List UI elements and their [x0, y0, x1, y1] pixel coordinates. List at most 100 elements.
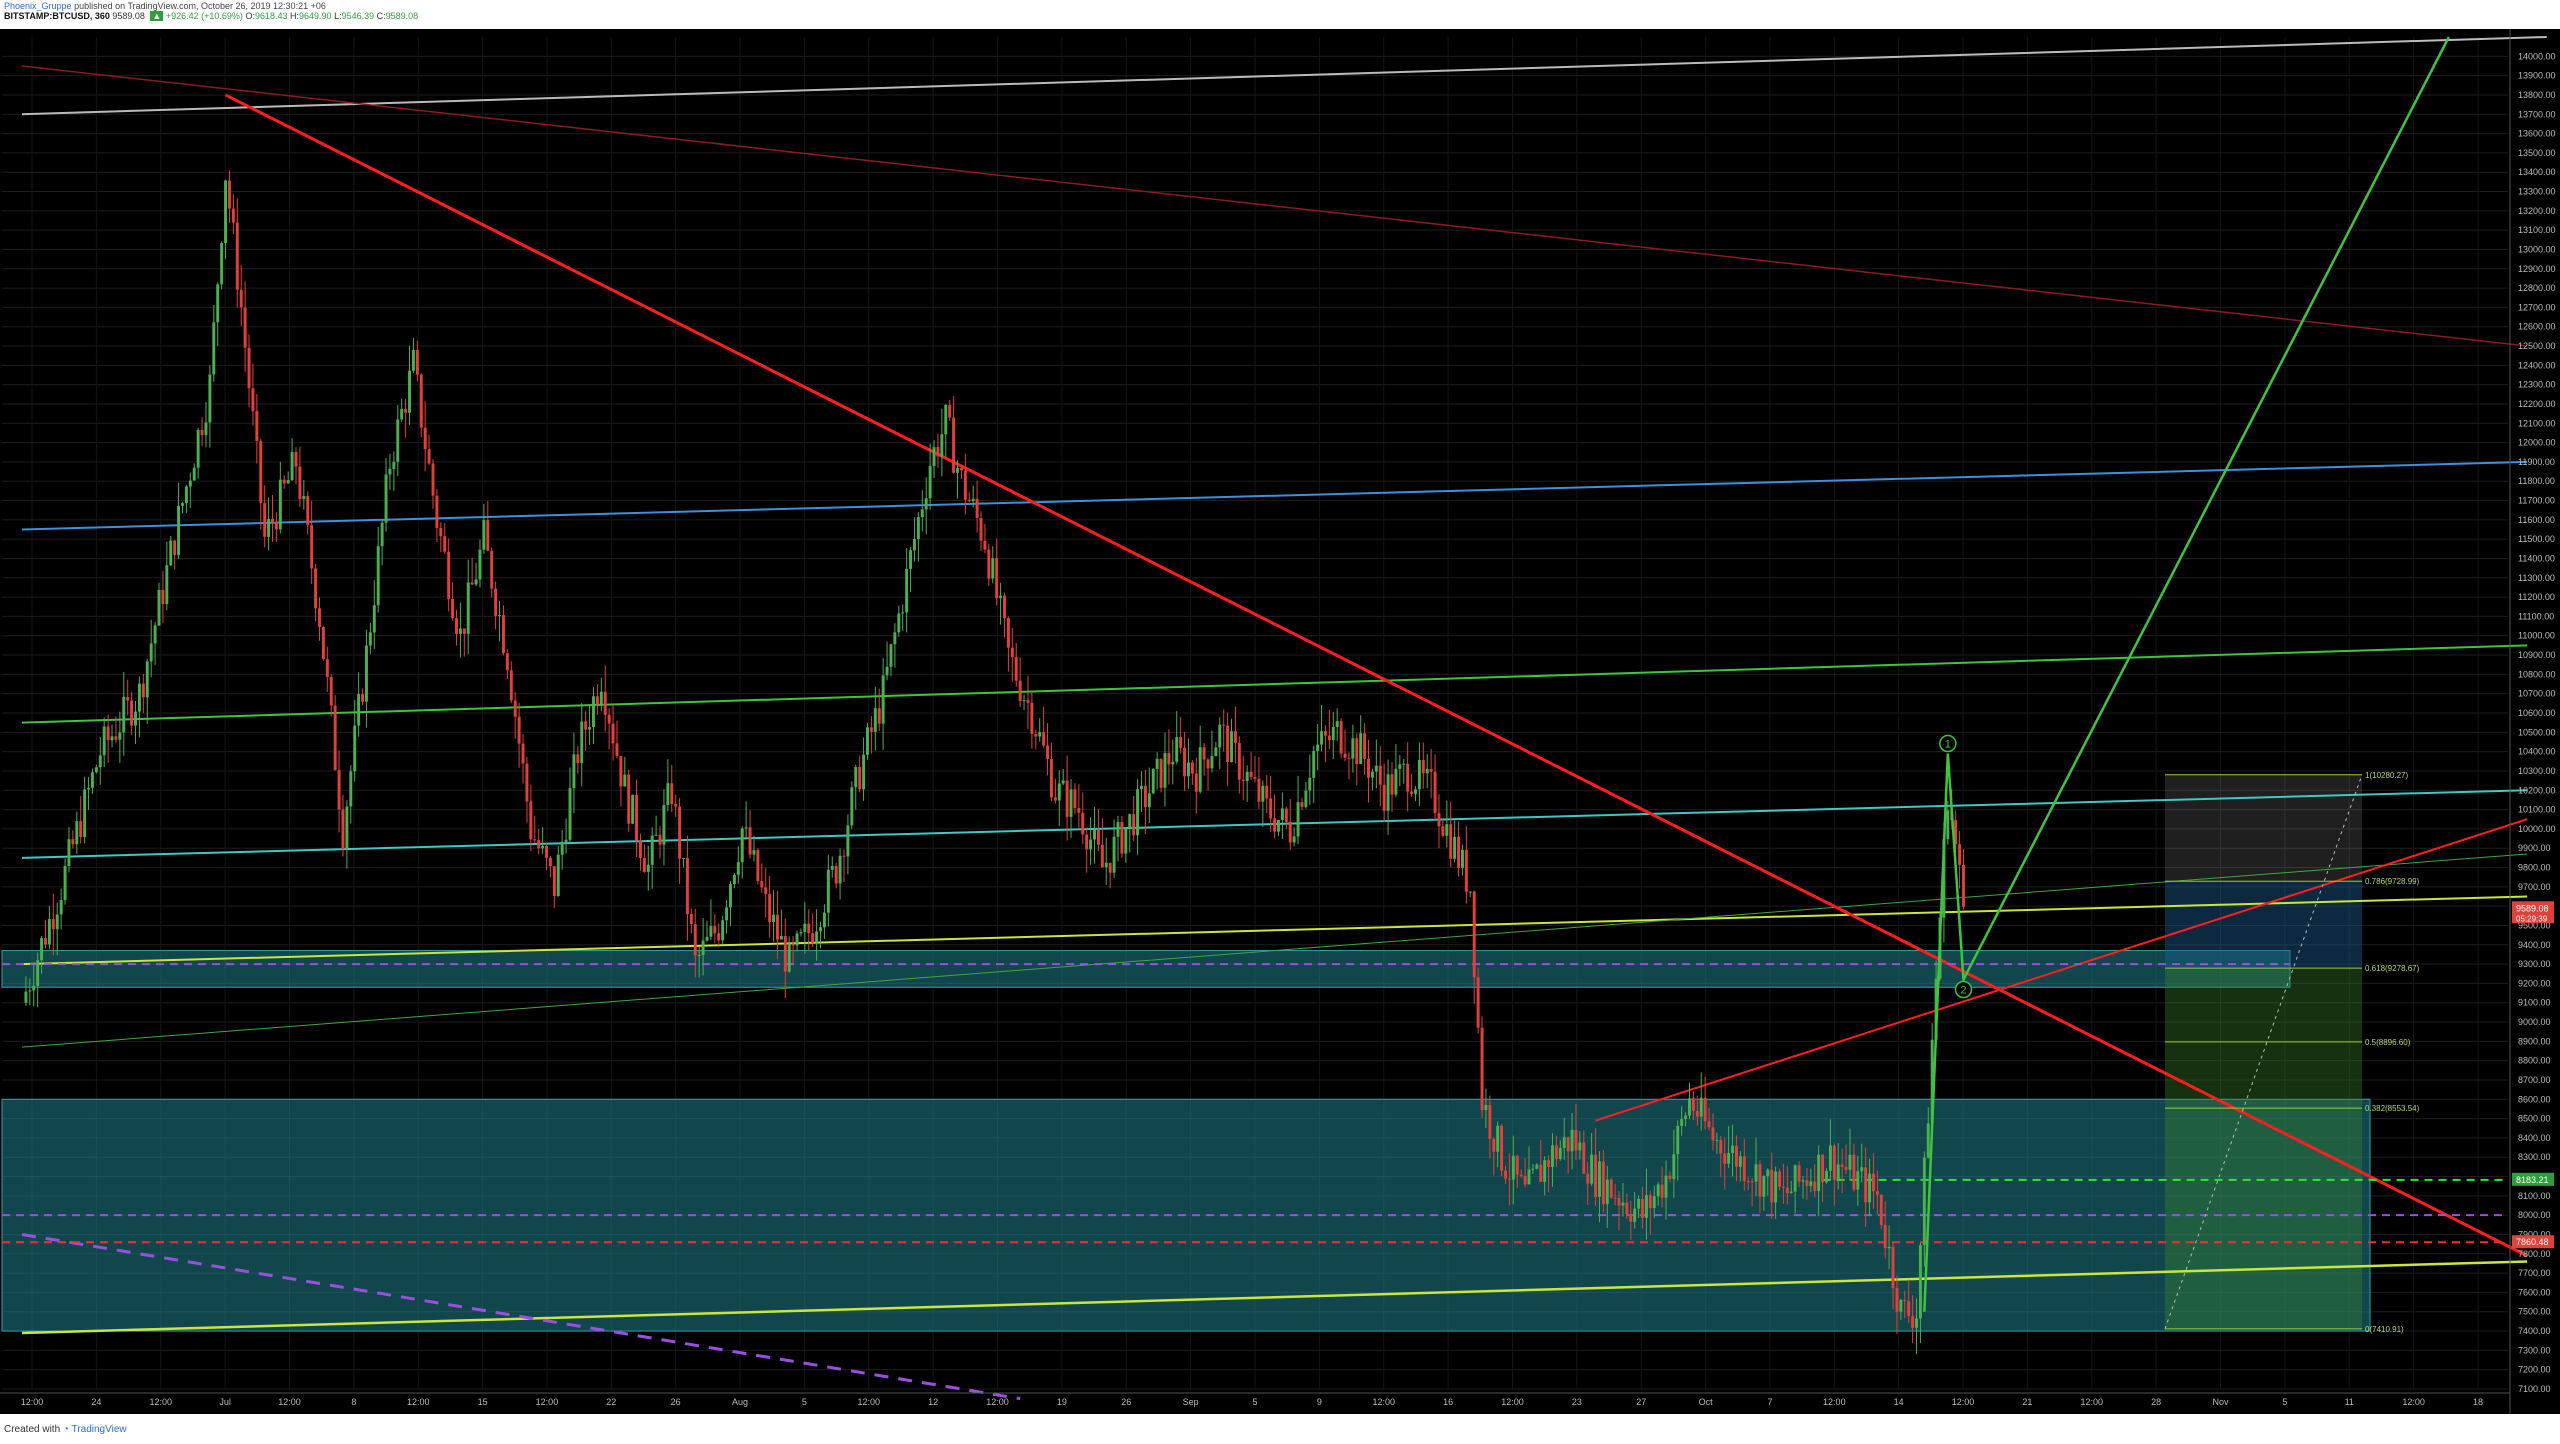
- candle-down: [1081, 812, 1085, 835]
- candle-down: [423, 427, 427, 450]
- y-tick-label: 8100.00: [2518, 1191, 2551, 1201]
- candle-down: [545, 845, 548, 858]
- x-tick-label: 7: [1767, 1397, 1772, 1407]
- symbol-name: BITSTAMP:BTCUSD, 360: [4, 11, 110, 21]
- candle-up: [1292, 836, 1296, 843]
- author-name[interactable]: Phoenix_Gruppe: [4, 1, 72, 11]
- chart-area[interactable]: 1(10280.27) 0.786(9728.99) 0.618(9278.67) 0…: [0, 29, 2560, 1414]
- candle-up: [1762, 1176, 1766, 1197]
- dark-red-resistance-line: [21, 65, 2528, 347]
- candle-up: [1414, 789, 1417, 794]
- candle-down: [1703, 1097, 1707, 1122]
- candle-up: [372, 605, 376, 633]
- candle-up: [1112, 836, 1116, 873]
- candle-up: [478, 549, 482, 580]
- candle-up: [1727, 1152, 1731, 1164]
- candle-up: [1386, 774, 1390, 811]
- candle-down: [975, 498, 979, 519]
- candle-down: [1410, 791, 1414, 794]
- candle-up: [55, 914, 59, 930]
- candle-up: [1848, 1154, 1852, 1170]
- candle-up: [697, 955, 701, 957]
- candle-up: [1398, 764, 1402, 769]
- candle-down: [513, 700, 517, 717]
- y-tick-label: 13000.00: [2518, 244, 2556, 254]
- y-tick-label: 13800.00: [2518, 90, 2556, 100]
- candle-down: [1895, 1288, 1899, 1312]
- candle-down: [963, 470, 967, 500]
- candle-up: [169, 540, 173, 566]
- candle-down: [1300, 802, 1304, 807]
- candle-down: [325, 659, 329, 677]
- candle-down: [106, 726, 110, 741]
- price-chart[interactable]: 1(10280.27) 0.786(9728.99) 0.618(9278.67) 0…: [0, 29, 2560, 1414]
- candle-down: [689, 914, 693, 925]
- candle-down: [967, 499, 971, 502]
- candle-up: [357, 694, 361, 726]
- candle-down: [1601, 1161, 1605, 1205]
- candle-down: [1030, 702, 1034, 734]
- candle-down: [1844, 1167, 1848, 1170]
- candle-down: [1911, 1316, 1915, 1328]
- candle-up: [1699, 1097, 1703, 1117]
- candle-down: [1367, 758, 1370, 778]
- candle-down: [1668, 1175, 1672, 1179]
- candle-up: [1218, 724, 1222, 748]
- trend-lines: [2, 36, 2547, 1401]
- candle-up: [153, 625, 157, 644]
- candle-down: [274, 522, 278, 530]
- y-tick-label: 13200.00: [2518, 206, 2556, 216]
- yellow-upper-support-line: [21, 895, 2528, 966]
- candle-up: [1684, 1115, 1688, 1119]
- price-axis[interactable]: 7100.00 7200.00 7300.00 7400.00 7500.00 7600.…: [2509, 29, 2556, 1414]
- candle-up: [1140, 785, 1143, 790]
- y-tick-label: 11200.00: [2518, 592, 2555, 602]
- candle-up: [1527, 1169, 1531, 1185]
- candle-up: [1214, 747, 1218, 757]
- y-tick-label: 12800.00: [2518, 283, 2556, 293]
- time-axis[interactable]: 12:00 24 12:00 Jul 12:00 8 12:00 15 12:00 22 26 Aug…: [0, 1392, 2510, 1407]
- candle-up: [349, 771, 353, 807]
- y-tick-label: 9500.00: [2518, 920, 2551, 930]
- candle-up: [267, 518, 271, 537]
- x-tick-label: 12:00: [278, 1397, 301, 1407]
- candle-down: [431, 463, 435, 496]
- candle-up: [564, 839, 568, 842]
- candle-down: [173, 540, 177, 556]
- x-tick-label: 12:00: [21, 1397, 44, 1407]
- candle-up: [1766, 1169, 1770, 1177]
- candle-up: [1445, 824, 1449, 836]
- y-tick-label: 10400.00: [2518, 747, 2556, 757]
- candle-down: [670, 783, 674, 805]
- candle-down: [1875, 1191, 1879, 1195]
- candle-down: [294, 452, 298, 467]
- ohlc-low-label: L:: [334, 11, 342, 21]
- candle-down: [1100, 844, 1104, 868]
- candle-down: [1746, 1181, 1750, 1183]
- candle-up: [1809, 1181, 1813, 1187]
- candle-down: [987, 549, 991, 579]
- y-tick-label: 10500.00: [2518, 727, 2556, 737]
- candle-down: [1421, 759, 1425, 774]
- candle-up: [881, 675, 885, 724]
- candle-down: [627, 774, 631, 824]
- candle-up: [729, 883, 732, 908]
- candle-down: [1143, 785, 1147, 808]
- candle-up: [388, 468, 392, 475]
- candle-up: [854, 766, 858, 788]
- candle-up: [752, 850, 756, 855]
- candle-down: [333, 705, 337, 770]
- candle-up: [392, 461, 396, 469]
- yellow-lower-support-line: [21, 1260, 2528, 1335]
- candle-down: [635, 794, 639, 841]
- x-tick-label: Nov: [2213, 1397, 2230, 1407]
- candle-down: [1441, 826, 1445, 836]
- candle-up: [732, 874, 736, 884]
- candle-down: [282, 479, 286, 484]
- candle-up: [1715, 1139, 1719, 1141]
- price-tag: ▲: [150, 11, 164, 21]
- candle-down: [443, 536, 447, 552]
- candle-down: [1382, 784, 1386, 811]
- candle-up: [556, 854, 560, 897]
- tradingview-brand[interactable]: TradingView: [71, 1424, 127, 1435]
